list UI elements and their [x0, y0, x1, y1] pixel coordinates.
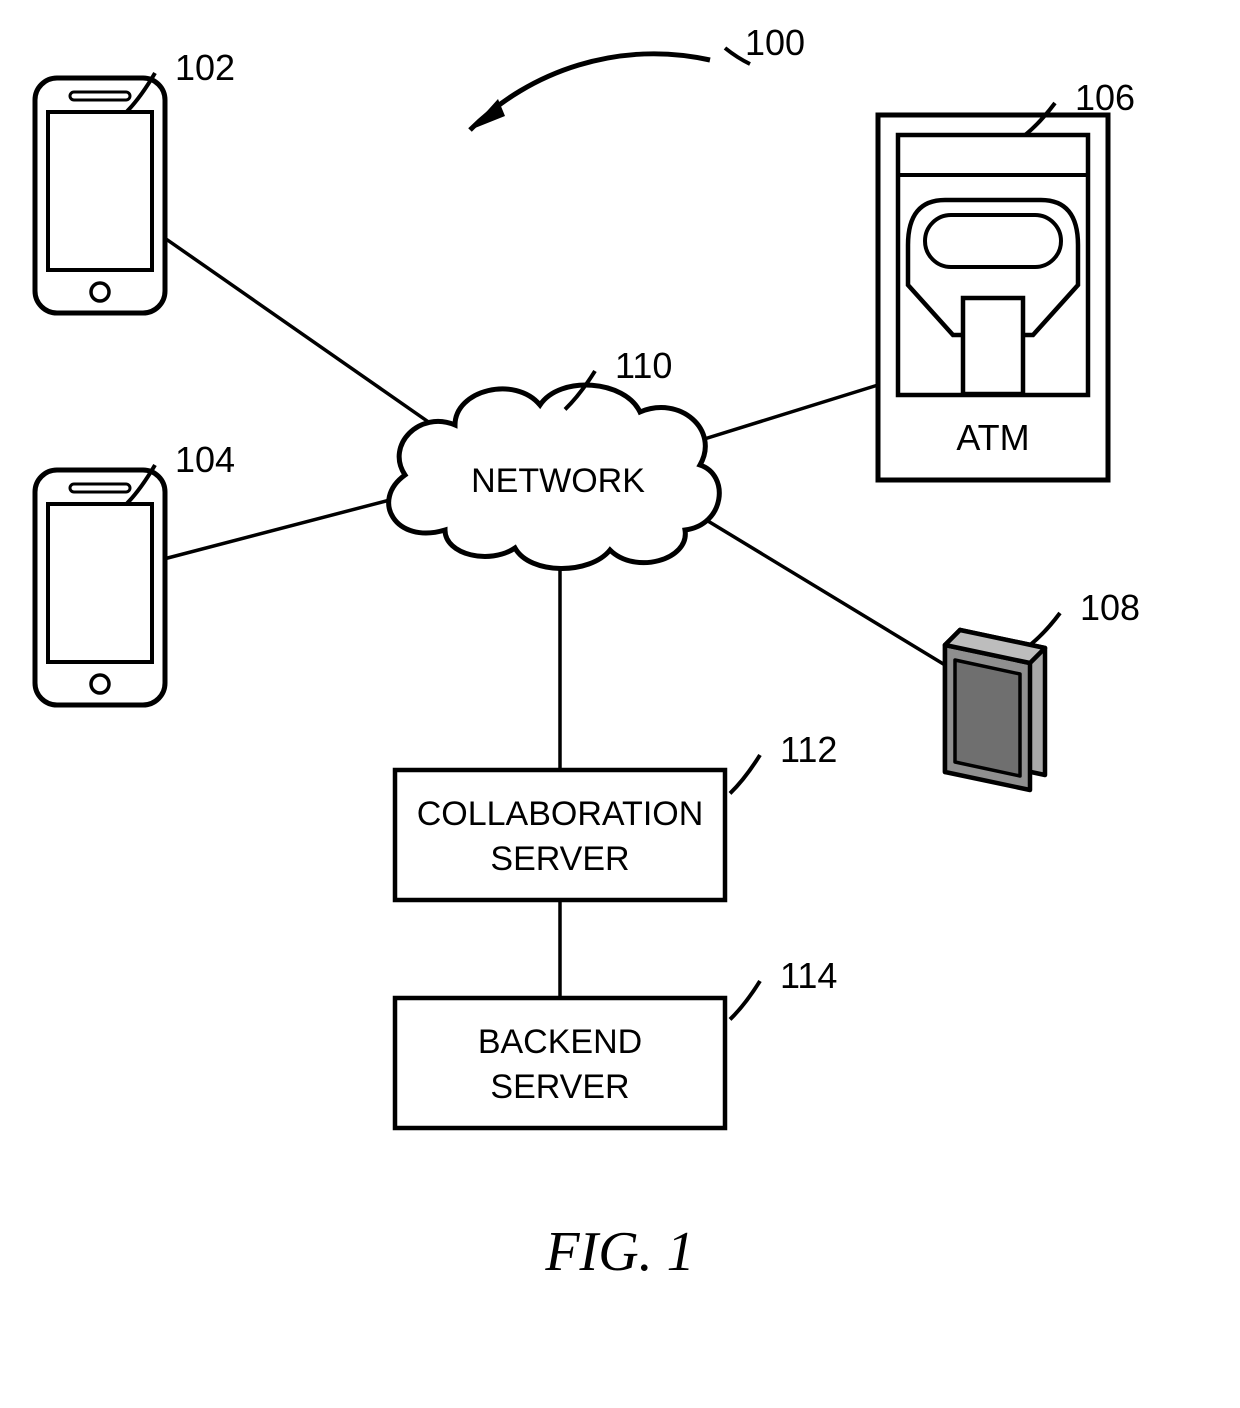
ref-network: 110 — [615, 345, 672, 386]
collab-line1: COLLABORATION — [417, 795, 704, 833]
ref-system: 100 — [745, 22, 805, 63]
atm-106: ATM — [878, 115, 1108, 480]
network-cloud: NETWORK — [389, 385, 720, 568]
ref-card: 108 — [1080, 587, 1140, 628]
ref-backend: 114 — [780, 955, 837, 996]
atm-label: ATM — [956, 417, 1029, 458]
phone-102 — [35, 78, 165, 313]
card-108 — [945, 630, 1045, 790]
system-arrow — [470, 54, 710, 130]
figure-caption: FIG. 1 — [544, 1221, 694, 1283]
collab-server-112: COLLABORATION SERVER — [395, 770, 725, 900]
backend-line2: SERVER — [490, 1068, 629, 1106]
backend-server-114: BACKEND SERVER — [395, 998, 725, 1128]
ref-atm: 106 — [1075, 77, 1135, 118]
ref-collab: 112 — [780, 729, 837, 770]
network-label: NETWORK — [471, 462, 645, 500]
ref-phone_a: 102 — [175, 47, 235, 88]
collab-line2: SERVER — [490, 840, 629, 878]
backend-line1: BACKEND — [478, 1023, 642, 1061]
ref-phone_b: 104 — [175, 439, 235, 480]
phone-104 — [35, 470, 165, 705]
